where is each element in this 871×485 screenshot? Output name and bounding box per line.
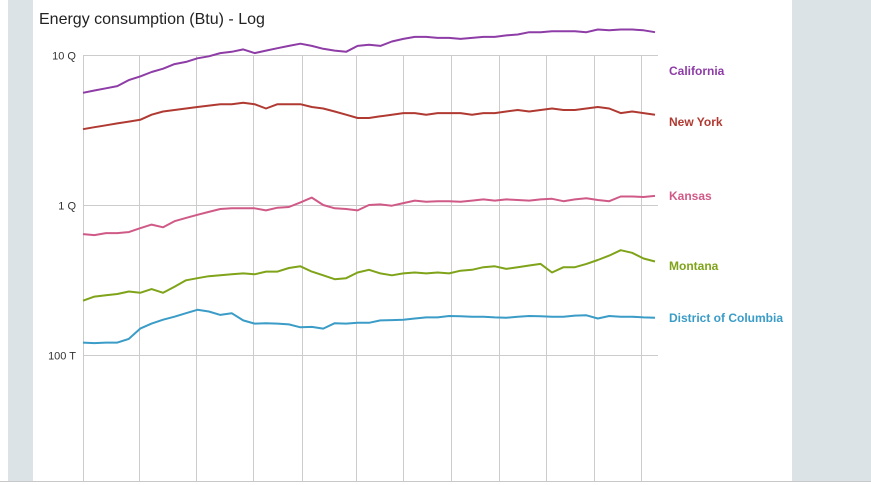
legend-label: Kansas [669, 189, 712, 203]
chart-title: Energy consumption (Btu) - Log [39, 11, 265, 28]
page-background-right [792, 0, 871, 481]
y-tick-label: 1 Q [58, 201, 76, 213]
bottom-divider [0, 481, 871, 482]
series-line [82, 194, 656, 237]
series-line [82, 101, 656, 131]
y-axis-ticks: 10 Q 1 Q 100 T [48, 51, 76, 363]
chart-legend: California New York Kansas Montana District … [669, 64, 783, 325]
chart-series [82, 28, 656, 345]
legend-label: California [669, 64, 725, 78]
legend-label: Montana [669, 259, 719, 273]
y-tick-label: 100 T [48, 351, 76, 363]
legend-label: District of Columbia [669, 311, 783, 325]
y-tick-label: 10 Q [52, 51, 76, 63]
series-line [82, 28, 656, 94]
page-background-left [8, 0, 33, 481]
series-line [82, 249, 656, 302]
series-line [82, 308, 656, 345]
chart-panel [33, 0, 792, 481]
legend-label: New York [669, 115, 723, 129]
